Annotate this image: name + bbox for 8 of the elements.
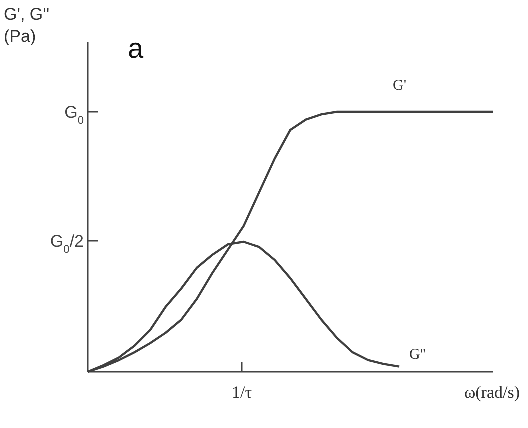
series-label: G' bbox=[393, 78, 407, 94]
text: 1/τ bbox=[232, 383, 252, 402]
text: a bbox=[128, 33, 144, 64]
text: G$_{0}$ bbox=[64, 102, 84, 127]
y-axis-title: G', G'' (Pa) bbox=[4, 5, 50, 46]
x-axis-title: ω(rad/s) bbox=[464, 383, 520, 402]
series-label: G'' bbox=[410, 346, 426, 363]
text: G$_{0}$/2 bbox=[50, 232, 84, 256]
